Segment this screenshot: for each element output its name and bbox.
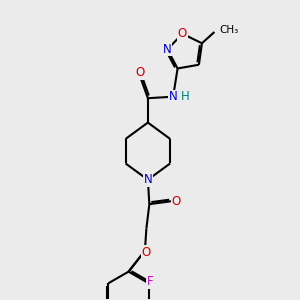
Text: CH₃: CH₃ <box>220 25 239 34</box>
Text: N: N <box>169 90 178 103</box>
Text: O: O <box>142 246 151 259</box>
Text: O: O <box>136 66 145 80</box>
Text: H: H <box>181 90 190 103</box>
Text: N: N <box>163 43 172 56</box>
Text: O: O <box>172 195 181 208</box>
Text: N: N <box>143 173 152 186</box>
Text: F: F <box>147 275 153 288</box>
Text: O: O <box>178 27 187 40</box>
